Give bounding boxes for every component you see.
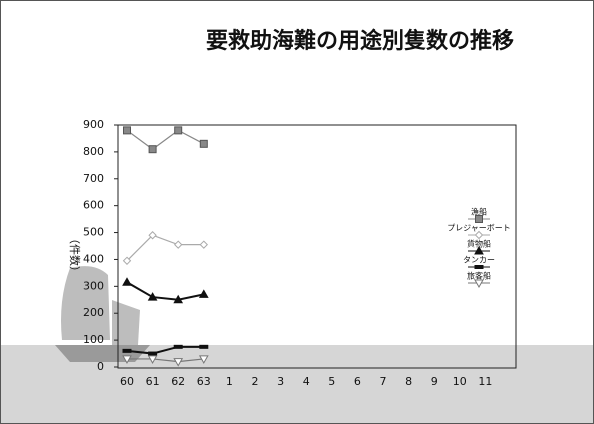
y-tick-label: 600	[83, 199, 104, 212]
y-tick-label: 500	[83, 226, 104, 239]
legend-label: 漁船	[471, 207, 487, 217]
data-point	[122, 355, 132, 364]
data-point	[148, 351, 158, 356]
data-point	[148, 231, 157, 240]
x-tick-label: 5	[328, 375, 335, 388]
legend-marker	[475, 215, 483, 223]
x-tick-label: 2	[252, 375, 259, 388]
plot-area	[117, 124, 517, 369]
legend-marker	[474, 265, 484, 269]
x-tick-label: 10	[453, 375, 467, 388]
y-axis-label: （件数）	[68, 233, 81, 277]
y-tick-label: 900	[83, 118, 104, 131]
data-point	[122, 277, 132, 286]
data-point	[198, 289, 209, 298]
data-point	[123, 126, 131, 135]
y-tick-label: 800	[83, 145, 104, 158]
legend-marker	[474, 230, 484, 240]
data-point	[173, 294, 184, 304]
y-tick-label: 100	[83, 333, 104, 346]
legend-marker	[474, 279, 484, 289]
legend-label: 貨物船	[467, 239, 491, 249]
x-tick-label: 4	[303, 375, 310, 388]
data-point	[173, 358, 184, 367]
x-tick-label: 1	[226, 375, 233, 388]
y-tick-label: 0	[97, 360, 104, 373]
y-tick-label: 400	[83, 252, 104, 265]
legend-label: プレジャーボート	[447, 224, 511, 233]
x-tick-label: 61	[146, 375, 160, 388]
data-point	[148, 145, 157, 154]
x-tick-label: 60	[120, 375, 134, 388]
data-point	[147, 355, 158, 364]
y-tick-label: 300	[83, 279, 104, 292]
data-point	[199, 344, 209, 349]
series-line	[126, 345, 204, 355]
data-point	[174, 126, 183, 135]
data-point	[199, 240, 209, 249]
x-tick-label: 3	[277, 375, 284, 388]
series-line	[126, 129, 205, 150]
y-tick-label: 700	[83, 172, 104, 185]
series-line	[127, 358, 204, 363]
data-point	[173, 344, 183, 349]
x-tick-label: 8	[405, 375, 412, 388]
x-tick-label: 11	[478, 375, 492, 388]
data-point	[122, 348, 132, 353]
x-tick-label: 63	[197, 375, 211, 388]
legend-label: 旅客船	[467, 271, 491, 281]
series-line	[126, 281, 205, 301]
data-point	[198, 355, 209, 364]
series-line	[126, 234, 204, 262]
data-point	[199, 139, 208, 148]
chart-title: 要救助海難の用途別隻数の推移	[206, 28, 514, 54]
data-point	[173, 240, 183, 249]
y-tick-label: 200	[83, 306, 104, 319]
legend-label: タンカー	[463, 256, 495, 265]
x-tick-label: 6	[354, 375, 361, 388]
data-point	[147, 292, 158, 301]
x-tick-label: 62	[171, 375, 185, 388]
x-tick-label: 9	[431, 375, 438, 388]
x-tick-label: 7	[380, 375, 387, 388]
legend-marker	[474, 245, 484, 255]
data-point	[122, 256, 132, 265]
